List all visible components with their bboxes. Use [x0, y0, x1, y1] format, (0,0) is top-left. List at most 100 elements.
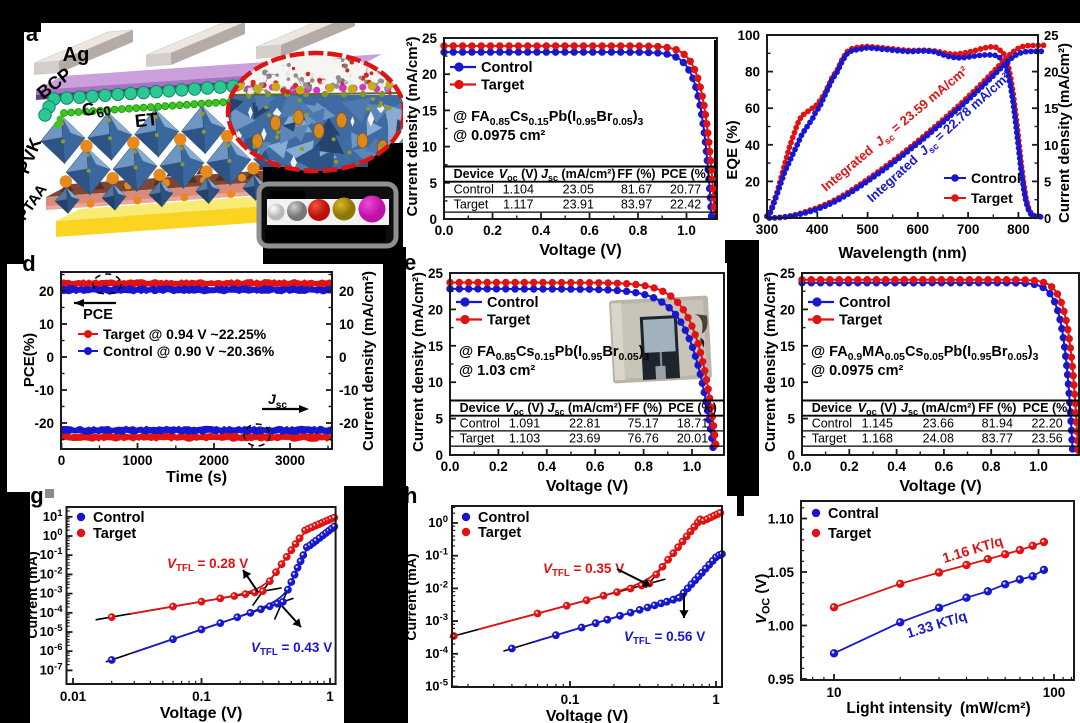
- svg-text:Target @ 0.94 V ~22.25%: Target @ 0.94 V ~22.25%: [103, 326, 267, 342]
- svg-text:5: 5: [435, 412, 443, 427]
- svg-text:0.4: 0.4: [537, 459, 556, 474]
- svg-text:Control: Control: [487, 295, 539, 311]
- svg-text:FF (%): FF (%): [617, 167, 655, 181]
- svg-text:C60: C60: [80, 94, 113, 125]
- svg-text:800: 800: [1007, 222, 1030, 237]
- svg-text:Voc (V): Voc (V): [499, 167, 538, 183]
- svg-text:1.145: 1.145: [862, 416, 893, 430]
- svg-text:60: 60: [745, 101, 760, 116]
- svg-text:20: 20: [745, 174, 760, 189]
- svg-text:Device: Device: [812, 401, 852, 415]
- svg-text:25: 25: [422, 31, 438, 46]
- svg-text:15: 15: [1044, 101, 1058, 116]
- svg-text:Target: Target: [487, 313, 530, 329]
- svg-text:0.8: 0.8: [634, 459, 653, 474]
- svg-text:@ 0.0975 cm²: @ 0.0975 cm²: [453, 128, 546, 144]
- svg-text:Control @ 0.90 V ~20.36%: Control @ 0.90 V ~20.36%: [103, 343, 275, 359]
- svg-text:Voltage (V): Voltage (V): [899, 478, 981, 495]
- svg-text:PCE: PCE: [83, 307, 113, 323]
- svg-text:1.104: 1.104: [503, 182, 534, 196]
- svg-text:h: h: [404, 483, 417, 508]
- svg-text:5: 5: [1044, 174, 1051, 189]
- svg-text:1000: 1000: [122, 453, 152, 468]
- svg-text:-10: -10: [34, 383, 54, 398]
- svg-text:Target: Target: [828, 526, 871, 542]
- svg-text:0.4: 0.4: [887, 459, 906, 474]
- svg-text:a: a: [26, 21, 39, 46]
- svg-text:23.66: 23.66: [923, 416, 954, 430]
- svg-text:-20: -20: [34, 416, 54, 431]
- svg-text:0: 0: [46, 350, 54, 365]
- svg-text:25: 25: [428, 266, 444, 281]
- svg-text:20: 20: [428, 302, 443, 317]
- svg-text:Current density (mA/cm²): Current density (mA/cm²): [404, 36, 421, 216]
- svg-text:0.2: 0.2: [489, 459, 508, 474]
- svg-text:0: 0: [58, 453, 66, 468]
- svg-text:20: 20: [422, 67, 437, 82]
- svg-text:5: 5: [429, 176, 437, 191]
- svg-text:1.091: 1.091: [509, 416, 540, 430]
- svg-text:2000: 2000: [199, 453, 229, 468]
- svg-text:Target: Target: [93, 526, 136, 542]
- svg-text:Current density (mA/cm²): Current density (mA/cm²): [360, 271, 377, 451]
- svg-text:22.42: 22.42: [670, 198, 701, 212]
- svg-text:Control: Control: [454, 182, 494, 196]
- svg-text:Control: Control: [481, 60, 533, 76]
- svg-text:g: g: [30, 483, 43, 508]
- svg-text:1.117: 1.117: [503, 198, 533, 212]
- svg-text:0.95: 0.95: [768, 672, 795, 687]
- svg-text:700: 700: [957, 222, 980, 237]
- svg-text:600: 600: [907, 222, 930, 237]
- svg-text:100: 100: [1043, 685, 1066, 700]
- svg-text:f: f: [733, 240, 741, 265]
- svg-text:83.97: 83.97: [621, 198, 652, 212]
- svg-text:Target: Target: [478, 525, 521, 541]
- svg-text:0.8: 0.8: [629, 223, 648, 238]
- svg-text:20: 20: [339, 284, 354, 299]
- svg-text:1.00: 1.00: [768, 619, 794, 634]
- svg-text:3000: 3000: [275, 453, 305, 468]
- svg-text:76.76: 76.76: [628, 432, 659, 446]
- svg-text:22.81: 22.81: [569, 416, 600, 430]
- svg-text:Control: Control: [839, 295, 891, 311]
- svg-text:VTFL = 0.28 V: VTFL = 0.28 V: [167, 556, 248, 574]
- svg-text:1: 1: [712, 692, 720, 707]
- svg-text:0: 0: [435, 448, 443, 463]
- svg-text:0: 0: [752, 211, 760, 226]
- svg-text:EQE (%): EQE (%): [724, 120, 741, 179]
- svg-text:1.0: 1.0: [677, 223, 696, 238]
- svg-text:Jsc (mA/cm²): Jsc (mA/cm²): [541, 167, 616, 183]
- svg-text:VTFL = 0.35 V: VTFL = 0.35 V: [543, 561, 624, 579]
- svg-text:15: 15: [428, 339, 444, 354]
- svg-text:FF (%): FF (%): [978, 401, 1016, 415]
- svg-text:0: 0: [429, 212, 437, 227]
- svg-text:@ 0.0975 cm²: @ 0.0975 cm²: [811, 363, 904, 379]
- svg-text:0: 0: [1044, 211, 1051, 226]
- svg-text:Voltage (V): Voltage (V): [539, 242, 621, 259]
- svg-text:PCE (%): PCE (%): [1023, 401, 1072, 415]
- svg-text:Device: Device: [454, 167, 494, 181]
- svg-text:0.8: 0.8: [982, 459, 1001, 474]
- svg-text:10: 10: [39, 317, 54, 332]
- svg-text:Voltage (V): Voltage (V): [546, 708, 628, 723]
- svg-text:Ag: Ag: [63, 44, 90, 66]
- svg-text:10: 10: [339, 317, 354, 332]
- svg-text:23.56: 23.56: [1031, 432, 1062, 446]
- svg-text:15: 15: [780, 339, 796, 354]
- svg-text:83.77: 83.77: [982, 432, 1013, 446]
- svg-text:@ FA0.9MA0.05Cs0.05Pb(I0.95Br0: @ FA0.9MA0.05Cs0.05Pb(I0.95Br0.05)3: [811, 344, 1039, 363]
- svg-text:15: 15: [422, 103, 438, 118]
- svg-text:Device: Device: [460, 401, 500, 415]
- svg-text:Control: Control: [93, 510, 145, 526]
- svg-text:24.08: 24.08: [923, 432, 954, 446]
- svg-text:Current density (mA/cm²): Current density (mA/cm²): [1056, 43, 1073, 223]
- svg-text:-20: -20: [339, 416, 359, 431]
- svg-text:20: 20: [1044, 65, 1058, 80]
- svg-text:Control: Control: [812, 416, 852, 430]
- svg-text:@ 1.03 cm²: @ 1.03 cm²: [459, 363, 535, 379]
- svg-text:Voltage (V): Voltage (V): [546, 478, 628, 495]
- svg-text:Voc (V): Voc (V): [858, 401, 897, 417]
- svg-text:100: 100: [737, 28, 760, 43]
- svg-text:80: 80: [745, 65, 760, 80]
- svg-text:VTFL = 0.43 V: VTFL = 0.43 V: [251, 640, 332, 658]
